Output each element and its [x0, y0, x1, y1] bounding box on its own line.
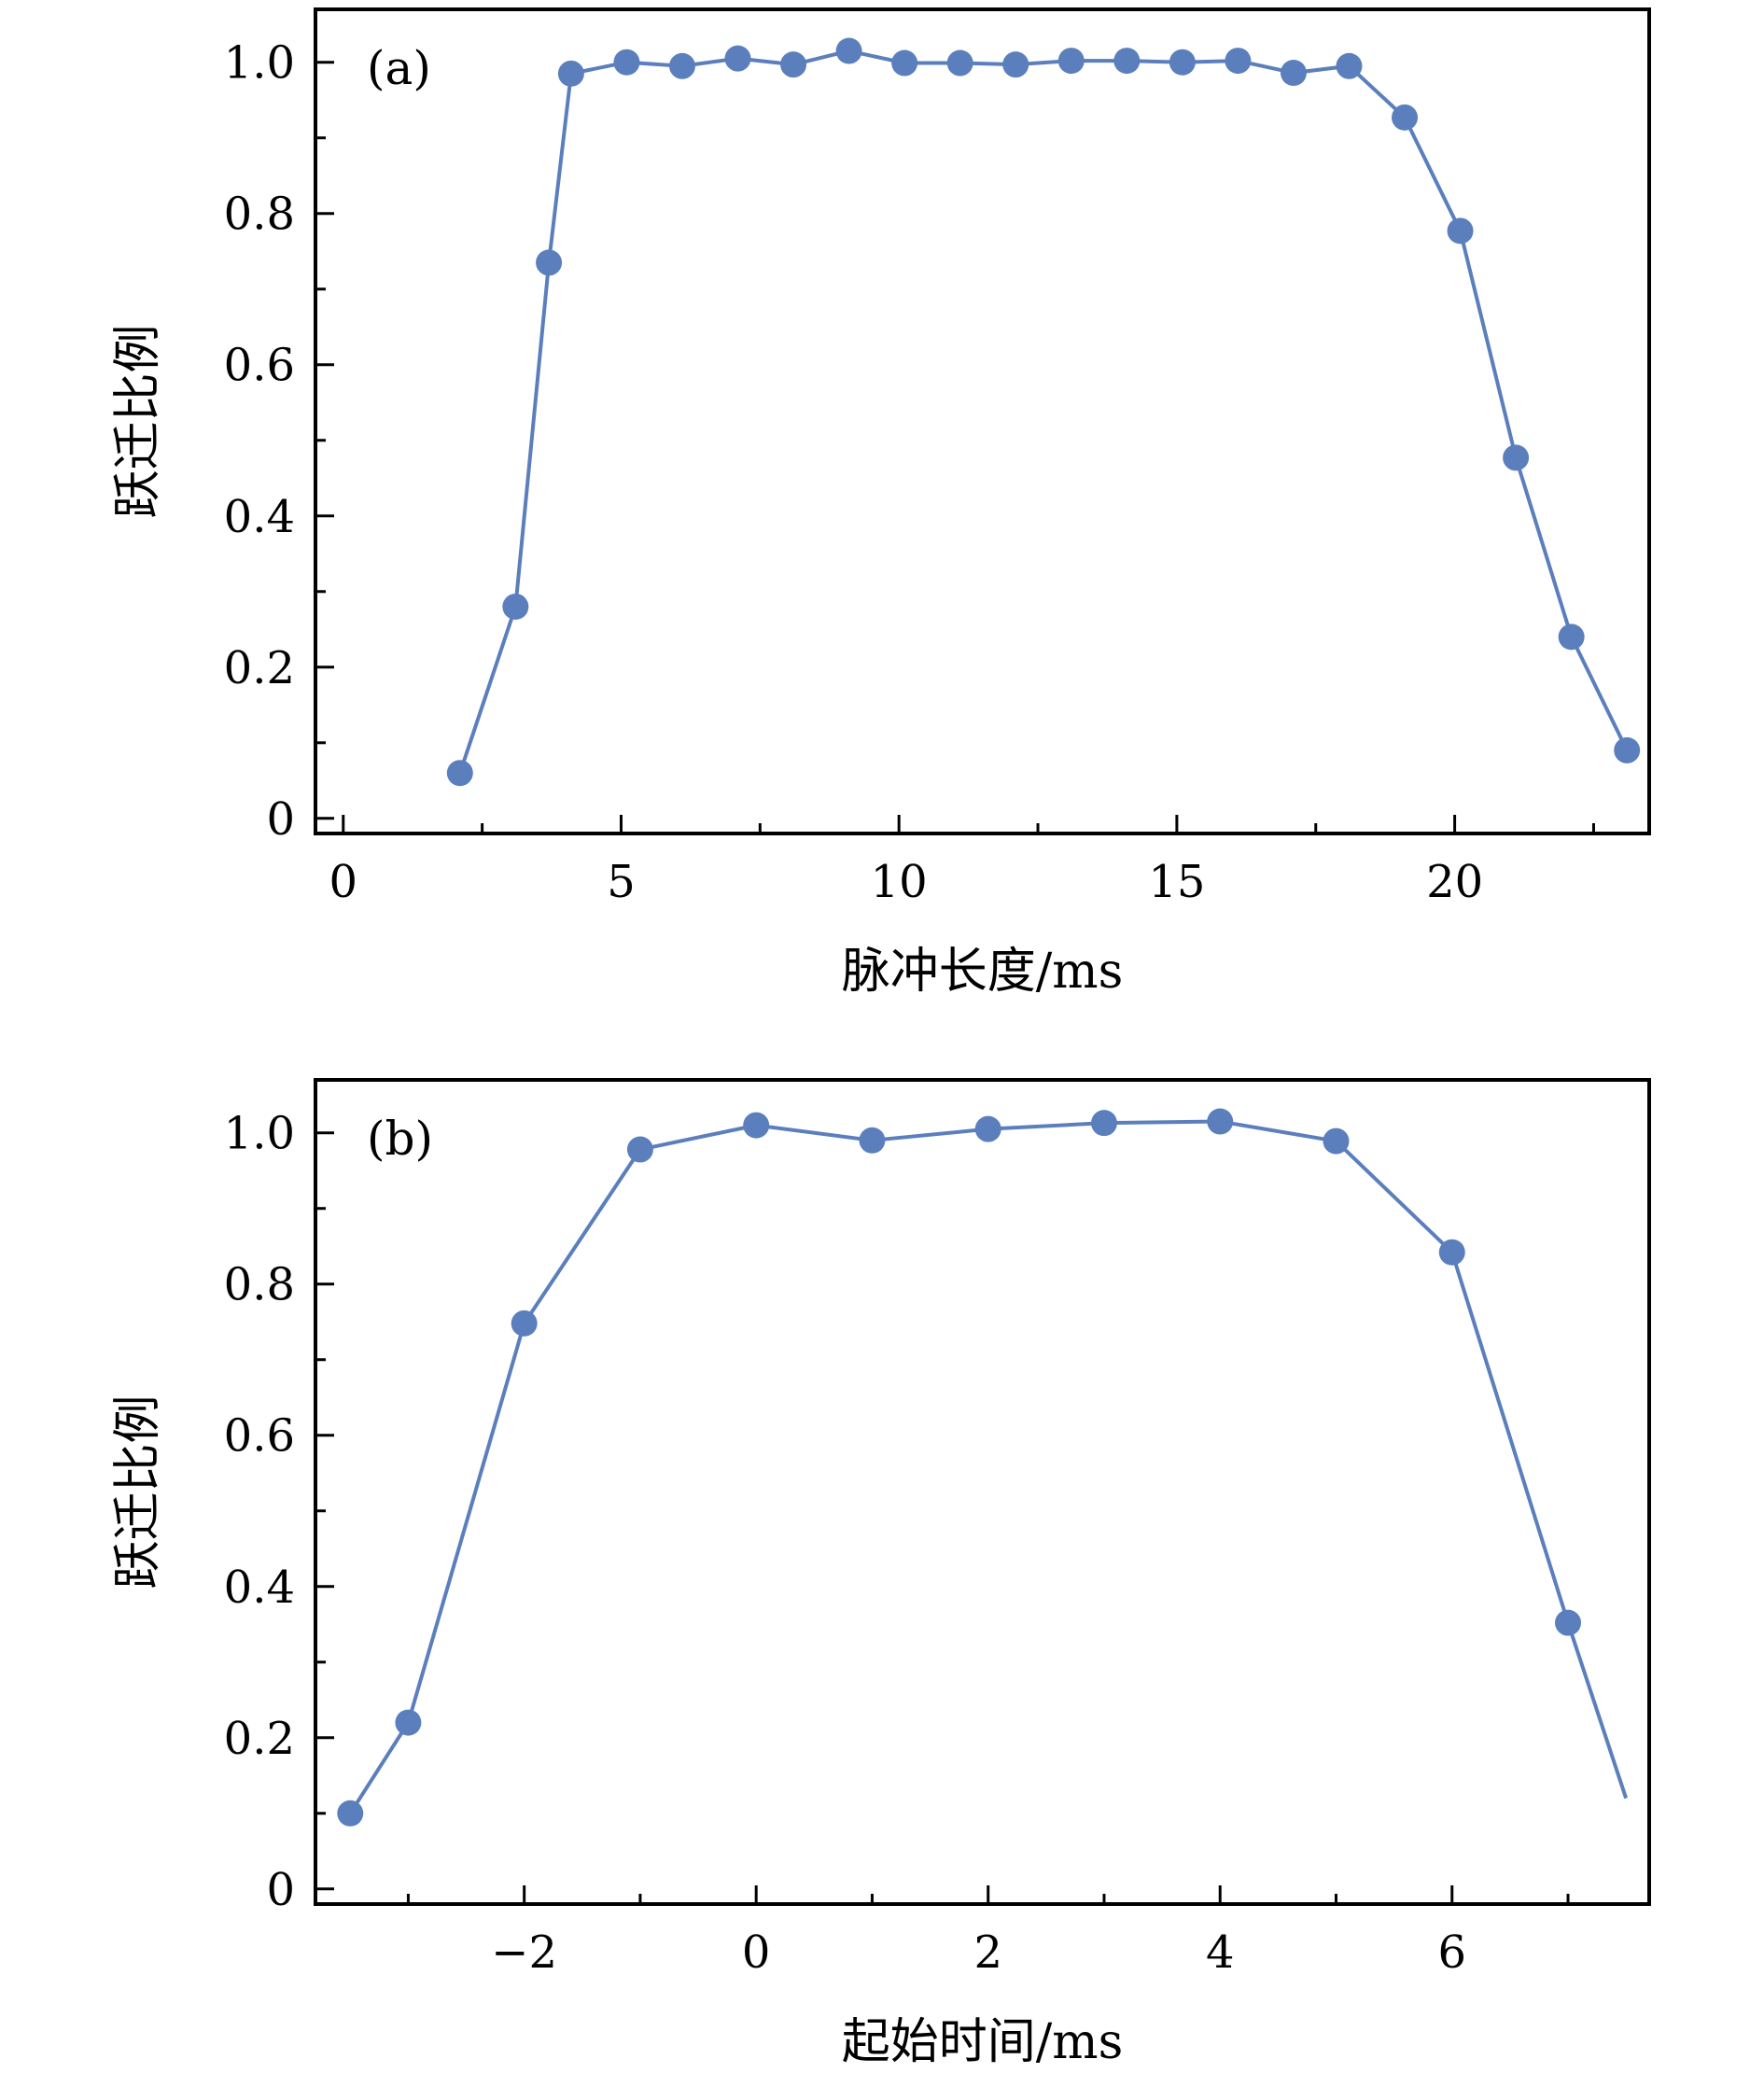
y-tick-label: 1.0	[224, 37, 295, 90]
data-point	[1336, 52, 1363, 79]
data-point	[1169, 49, 1196, 76]
y-tick-label: 0.4	[224, 491, 295, 543]
y-tick-label: 0.4	[224, 1562, 295, 1614]
y-tick-label: 0.2	[224, 1713, 295, 1765]
series-line	[457, 49, 1629, 774]
data-point	[536, 249, 563, 276]
data-point	[891, 49, 918, 77]
data-point	[337, 1800, 364, 1827]
data-point	[446, 760, 473, 787]
data-point	[1555, 1609, 1582, 1636]
data-point	[1323, 1128, 1350, 1155]
x-tick-label: 10	[871, 856, 928, 908]
data-point	[835, 37, 862, 64]
x-tick-label: 20	[1426, 856, 1483, 908]
x-tick-label: 5	[607, 856, 636, 908]
plot-frame	[314, 1078, 1651, 1906]
data-point	[946, 49, 973, 77]
x-axis-label: 起始时间/ms	[842, 2014, 1124, 2070]
data-point	[626, 1136, 653, 1163]
y-tick-label: 1.0	[224, 1108, 295, 1160]
data-point	[1503, 444, 1530, 471]
y-tick-label: 0	[266, 1864, 295, 1916]
data-point	[1002, 51, 1029, 78]
data-point	[780, 51, 807, 78]
data-point	[1090, 1110, 1117, 1137]
y-tick-label: 0.2	[224, 642, 295, 694]
panel-label: (b)	[367, 1112, 433, 1166]
data-point	[859, 1127, 886, 1154]
data-point	[1447, 217, 1474, 245]
y-tick-label: 0.6	[224, 1410, 295, 1463]
data-point	[1207, 1108, 1234, 1135]
x-tick-label: −2	[491, 1926, 557, 1979]
data-point	[1558, 623, 1585, 651]
data-point	[743, 1112, 770, 1139]
data-point	[668, 52, 695, 79]
data-point	[1057, 48, 1085, 75]
y-tick-label: 0.6	[224, 340, 295, 392]
plot-frame	[314, 7, 1651, 835]
data-point	[1438, 1239, 1465, 1266]
data-point	[1392, 104, 1419, 131]
x-tick-label: 2	[973, 1926, 1002, 1979]
x-tick-label: 0	[329, 856, 357, 908]
panel-a: 0 5 10 15 20 0 0.2 0.4 0.6 0.8 1.0 脉冲长度/ms 跃迁比例 (a)	[110, 7, 1651, 1000]
data-point	[1113, 48, 1141, 75]
data-point	[1280, 60, 1307, 87]
data-point	[613, 49, 640, 76]
y-tick-label: 0	[266, 793, 295, 846]
y-axis-label: 跃迁比例	[110, 1394, 166, 1589]
y-axis-label: 跃迁比例	[110, 324, 166, 518]
x-tick-label: 4	[1206, 1926, 1235, 1979]
data-point	[557, 60, 584, 87]
x-tick-label: 6	[1437, 1926, 1466, 1979]
data-point	[511, 1310, 538, 1337]
y-tick-label: 0.8	[224, 189, 295, 241]
y-tick-label: 0.8	[224, 1259, 295, 1311]
data-point	[724, 45, 751, 72]
x-tick-label: 15	[1148, 856, 1205, 908]
data-point	[395, 1709, 422, 1736]
series-line	[348, 1119, 1629, 1814]
data-point	[1614, 736, 1641, 763]
data-point	[502, 593, 529, 620]
panel-b: −2 0 2 4 6 0 0.2 0.4 0.6 0.8 1.0 起始时间/ms 跃迁比例 (b)	[110, 1078, 1651, 2070]
data-point	[974, 1115, 1001, 1142]
panel-label: (a)	[367, 41, 431, 95]
data-point	[1225, 48, 1252, 75]
x-tick-label: 0	[742, 1926, 771, 1979]
x-axis-label: 脉冲长度/ms	[842, 944, 1124, 1000]
